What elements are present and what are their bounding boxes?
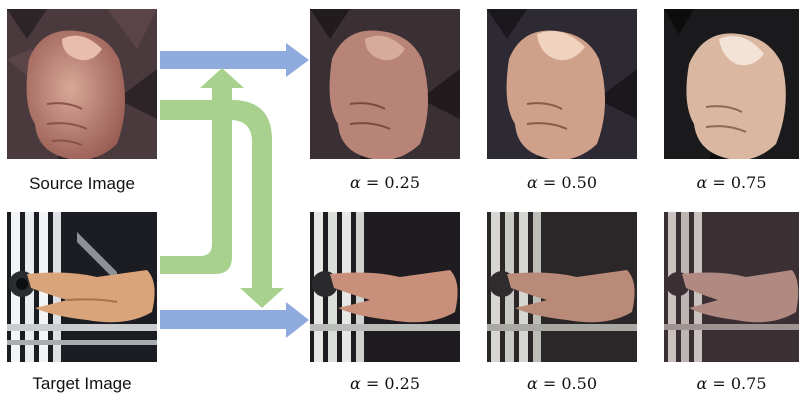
bottom-result-image-1	[310, 212, 460, 362]
top-alpha-label-1: α = 0.25	[349, 173, 420, 192]
bottom-result-image-3	[664, 212, 799, 362]
source-image	[7, 9, 157, 159]
bottom-alpha-label-1: α = 0.25	[349, 374, 420, 393]
bottom-result-image-2	[487, 212, 637, 362]
bottom-alpha-label-2: α = 0.50	[526, 374, 597, 393]
green-arrow-down	[160, 100, 284, 308]
source-image-label: Source Image	[29, 174, 135, 193]
top-result-image-1	[310, 9, 460, 159]
target-image	[7, 212, 157, 362]
top-alpha-label-2: α = 0.50	[526, 173, 597, 192]
top-result-image-2	[487, 9, 637, 159]
green-arrow-up	[160, 68, 244, 274]
top-alpha-label-3: α = 0.75	[696, 173, 767, 192]
top-result-image-3	[664, 9, 799, 159]
bottom-alpha-label-3: α = 0.75	[696, 374, 767, 393]
blue-arrow-bottom	[160, 302, 309, 338]
target-image-label: Target Image	[32, 374, 132, 393]
blue-arrow-top	[160, 43, 309, 77]
